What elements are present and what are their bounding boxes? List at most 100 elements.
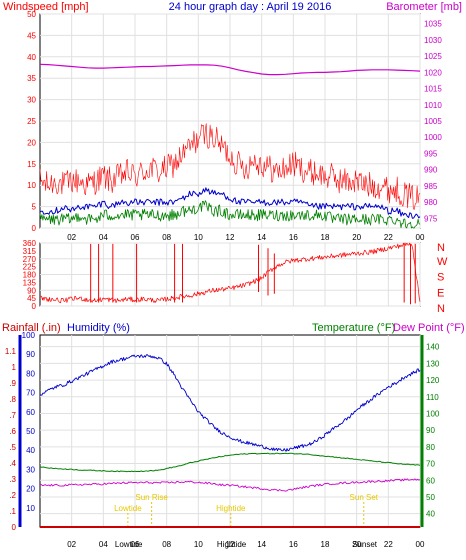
rain-y-tick-label: .4 xyxy=(9,459,16,468)
x-tick-label: 10 xyxy=(194,540,203,549)
x-tick-label: 02 xyxy=(67,540,76,549)
direction-y-tick-label: 45 xyxy=(27,294,36,303)
x-tick-label: 04 xyxy=(99,233,108,242)
direction-y-tick-label: 270 xyxy=(23,255,37,264)
baro-y-tick-label: 975 xyxy=(424,214,438,223)
wind-direction-line xyxy=(40,242,421,304)
wind-y-tick-label: 35 xyxy=(27,74,36,83)
humidity-y-tick-label: 70 xyxy=(26,389,35,398)
x-tick-label: 14 xyxy=(257,540,266,549)
x-tick-label: 08 xyxy=(162,233,171,242)
baro-y-tick-label: 985 xyxy=(424,182,438,191)
temperature-axis-title: Temperature (°F) xyxy=(312,322,395,334)
x-tick-label: 00 xyxy=(416,233,425,242)
x-tick-label: 04 xyxy=(99,540,108,549)
wind-y-tick-label: 0 xyxy=(32,224,37,233)
humidity-y-tick-label: 60 xyxy=(26,408,35,417)
baro-y-tick-label: 1010 xyxy=(424,101,442,110)
humidity-y-tick-label: 10 xyxy=(26,504,35,513)
wind-y-tick-label: 20 xyxy=(27,138,36,147)
rain-y-tick-label: 1 xyxy=(12,363,17,372)
event-label: Sun Set xyxy=(350,493,379,502)
humidity-line xyxy=(39,354,421,452)
baro-y-tick-label: 1025 xyxy=(424,52,442,61)
rain-y-tick-label: .3 xyxy=(9,475,16,484)
x-tick-label: 12 xyxy=(226,233,235,242)
baro-y-tick-label: 1005 xyxy=(424,117,442,126)
x-tick-label: 18 xyxy=(321,540,330,549)
x-tick-overlay-label: Lowtide xyxy=(115,540,143,549)
x-tick-label: 20 xyxy=(352,540,361,549)
barometer-axis-title: Barometer [mb] xyxy=(386,1,462,13)
windgust-line xyxy=(39,123,421,210)
humidity-y-tick-label: 40 xyxy=(26,446,35,455)
humidity-y-tick-label: 30 xyxy=(26,465,35,474)
wind-y-tick-label: 40 xyxy=(27,53,36,62)
baro-y-tick-label: 1015 xyxy=(424,85,442,94)
baro-y-tick-label: 1000 xyxy=(424,133,442,142)
x-tick-label: 16 xyxy=(289,233,298,242)
compass-label: N xyxy=(437,242,445,254)
baro-y-tick-label: 995 xyxy=(424,149,438,158)
rain-y-tick-label: 0 xyxy=(12,523,17,532)
temp-y-tick-label: 140 xyxy=(426,343,440,352)
wind-y-tick-label: 10 xyxy=(27,181,36,190)
x-tick-label: 14 xyxy=(257,233,266,242)
graph-title: 24 hour graph day : April 19 2016 xyxy=(169,1,332,13)
temp-y-tick-label: 80 xyxy=(426,443,435,452)
temp-y-tick-label: 90 xyxy=(426,426,435,435)
temp-y-tick-label: 130 xyxy=(426,359,440,368)
baro-y-tick-label: 990 xyxy=(424,166,438,175)
x-tick-label: 06 xyxy=(131,233,140,242)
rain-y-tick-label: .7 xyxy=(9,411,16,420)
humidity-y-tick-label: 20 xyxy=(26,485,35,494)
event-label: Lowtide xyxy=(114,504,142,513)
humidity-y-tick-label: 80 xyxy=(26,369,35,378)
direction-y-tick-label: 315 xyxy=(23,247,37,256)
temp-y-tick-label: 100 xyxy=(426,409,440,418)
x-tick-label: 06 xyxy=(131,540,140,549)
temperature-line xyxy=(39,452,421,473)
wind-y-tick-label: 15 xyxy=(27,160,36,169)
x-tick-label: 20 xyxy=(352,233,361,242)
compass-label: S xyxy=(437,272,444,284)
rain-y-tick-label: .8 xyxy=(9,395,16,404)
x-tick-label: 00 xyxy=(416,540,425,549)
rain-y-tick-label: .9 xyxy=(9,379,16,388)
x-tick-label: 22 xyxy=(384,540,393,549)
humidity-axis-title: Humidity (%) xyxy=(67,322,130,334)
temp-y-tick-label: 70 xyxy=(426,460,435,469)
rain-y-tick-label: .2 xyxy=(9,491,16,500)
wind-y-tick-label: 30 xyxy=(27,96,36,105)
direction-y-tick-label: 0 xyxy=(32,302,37,311)
temp-y-tick-label: 120 xyxy=(426,376,440,385)
compass-label: N xyxy=(437,303,445,315)
wind-y-tick-label: 25 xyxy=(27,117,36,126)
direction-y-tick-label: 90 xyxy=(27,286,36,295)
dewpoint-line xyxy=(39,478,421,492)
compass-label: E xyxy=(437,287,444,299)
barometer-line xyxy=(39,63,421,76)
x-tick-label: 22 xyxy=(384,233,393,242)
temp-y-tick-label: 60 xyxy=(426,476,435,485)
temp-y-tick-label: 50 xyxy=(426,493,435,502)
x-tick-label: 02 xyxy=(67,233,76,242)
x-tick-overlay-label: Sunset xyxy=(352,540,378,549)
humidity-y-tick-label: 100 xyxy=(22,331,36,340)
baro-y-tick-label: 1020 xyxy=(424,68,442,77)
wind-y-tick-label: 5 xyxy=(32,203,37,212)
x-tick-label: 18 xyxy=(321,233,330,242)
direction-y-tick-label: 135 xyxy=(23,278,37,287)
compass-label: W xyxy=(437,256,448,268)
baro-y-tick-label: 980 xyxy=(424,198,438,207)
x-tick-overlay-label: Hightide xyxy=(217,540,247,549)
temp-y-tick-label: 110 xyxy=(426,393,439,402)
rain-y-tick-label: .6 xyxy=(9,427,16,436)
humidity-y-tick-label: 90 xyxy=(26,350,35,359)
x-tick-label: 10 xyxy=(194,233,203,242)
direction-y-tick-label: 180 xyxy=(23,271,37,280)
event-label: Hightide xyxy=(216,504,246,513)
grid-layer xyxy=(40,13,421,527)
avgspeed-line xyxy=(39,187,421,219)
